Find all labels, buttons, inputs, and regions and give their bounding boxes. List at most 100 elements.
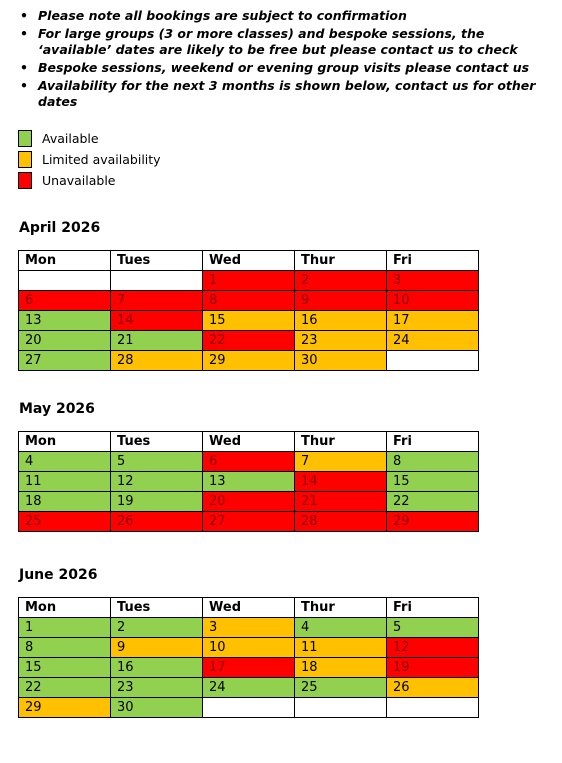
available-swatch [18,130,32,147]
weekday-header: Tues [110,431,203,452]
month-title-april: April 2026 [19,220,101,236]
day-cell: 28 [294,511,387,532]
week-row: 22 23 24 25 26 [18,677,479,698]
day-cell: 11 [294,637,387,658]
legend-item-unavailable: Unavailable [18,170,161,191]
day-cell: 7 [294,451,387,472]
weekday-header: Tues [110,250,203,271]
day-cell: 5 [386,617,479,638]
note-item: • For large groups (3 or more classes) an… [20,26,558,58]
bullet: • [20,26,28,41]
bullet: • [20,78,28,93]
day-cell: 2 [110,617,203,638]
unavailable-swatch [18,172,32,189]
day-cell: 14 [294,471,387,492]
day-cell: 3 [202,617,295,638]
day-cell: 15 [386,471,479,492]
day-cell: 26 [110,511,203,532]
week-row: 25 26 27 28 29 [18,511,479,532]
day-cell: 8 [386,451,479,472]
note-text: Please note all bookings are subject to … [38,8,407,23]
day-cell: 18 [294,657,387,678]
day-cell: 23 [294,330,387,351]
weekday-header: Mon [18,250,111,271]
note-item: • Bespoke sessions, weekend or evening gr… [20,60,558,76]
day-cell: 9 [110,637,203,658]
week-row: 15 16 17 18 19 [18,657,479,678]
day-cell: 22 [386,491,479,512]
day-cell: 1 [202,270,295,291]
weekday-header-row: Mon Tues Wed Thur Fri [18,431,479,452]
week-row: 29 30 [18,697,479,718]
weekday-header: Thur [294,250,387,271]
day-cell: 1 [18,617,111,638]
day-cell: 30 [110,697,203,718]
day-cell: 21 [110,330,203,351]
day-cell: 6 [18,290,111,311]
day-cell: 6 [202,451,295,472]
day-cell: 30 [294,350,387,371]
day-cell: 15 [18,657,111,678]
day-cell: 25 [294,677,387,698]
weekday-header: Tues [110,597,203,618]
day-cell: 26 [386,677,479,698]
day-cell: 25 [18,511,111,532]
weekday-header-row: Mon Tues Wed Thur Fri [18,597,479,618]
calendar-april: Mon Tues Wed Thur Fri 1 2 3 6 7 8 9 10 13 14 15 16 17 20 21… [18,250,479,371]
weekday-header: Fri [386,597,479,618]
note-text: Bespoke sessions, weekend or evening gro… [38,60,530,75]
weekday-header: Thur [294,597,387,618]
booking-notes: • Please note all bookings are subject to… [20,8,558,112]
note-item: • Availability for the next 3 months is s… [20,78,558,110]
day-cell: 10 [386,290,479,311]
legend-item-limited: Limited availability [18,149,161,170]
weekday-header: Wed [202,250,295,271]
bullet: • [20,8,28,23]
day-cell: 22 [202,330,295,351]
weekday-header-row: Mon Tues Wed Thur Fri [18,250,479,271]
note-text: Availability for the next 3 months is sh… [38,78,536,109]
day-cell: 28 [110,350,203,371]
day-cell: 19 [110,491,203,512]
calendar-june: Mon Tues Wed Thur Fri 1 2 3 4 5 8 9 10 11 12 15 16 17 18 19… [18,597,479,718]
day-cell: 12 [386,637,479,658]
day-cell: 2 [294,270,387,291]
weekday-header: Mon [18,597,111,618]
day-cell: 29 [18,697,111,718]
day-cell: 29 [386,511,479,532]
legend-item-available: Available [18,128,161,149]
note-text: For large groups (3 or more classes) and… [38,26,518,57]
legend-label: Available [42,131,99,146]
note-item: • Please note all bookings are subject to… [20,8,558,24]
day-cell: 10 [202,637,295,658]
day-cell: 14 [110,310,203,331]
day-cell [386,697,479,718]
weekday-header: Fri [386,250,479,271]
week-row: 20 21 22 23 24 [18,330,479,351]
day-cell: 16 [110,657,203,678]
day-cell: 19 [386,657,479,678]
day-cell: 24 [202,677,295,698]
day-cell: 8 [202,290,295,311]
day-cell [386,350,479,371]
day-cell [110,270,203,291]
day-cell: 8 [18,637,111,658]
day-cell: 9 [294,290,387,311]
day-cell: 11 [18,471,111,492]
day-cell: 16 [294,310,387,331]
day-cell: 17 [202,657,295,678]
week-row: 11 12 13 14 15 [18,471,479,492]
week-row: 13 14 15 16 17 [18,310,479,331]
weekday-header: Mon [18,431,111,452]
month-title-june: June 2026 [19,567,98,583]
day-cell: 20 [18,330,111,351]
weekday-header: Wed [202,597,295,618]
day-cell: 27 [18,350,111,371]
day-cell: 20 [202,491,295,512]
day-cell: 22 [18,677,111,698]
day-cell: 24 [386,330,479,351]
legend-label: Unavailable [42,173,116,188]
week-row: 27 28 29 30 [18,350,479,371]
